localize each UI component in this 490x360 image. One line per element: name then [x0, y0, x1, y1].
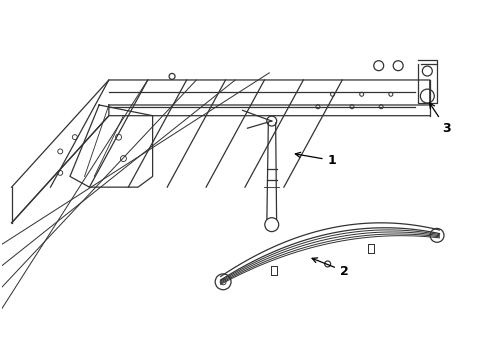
Text: 1: 1	[295, 152, 337, 167]
Text: 2: 2	[312, 258, 348, 278]
Text: 3: 3	[430, 103, 450, 135]
